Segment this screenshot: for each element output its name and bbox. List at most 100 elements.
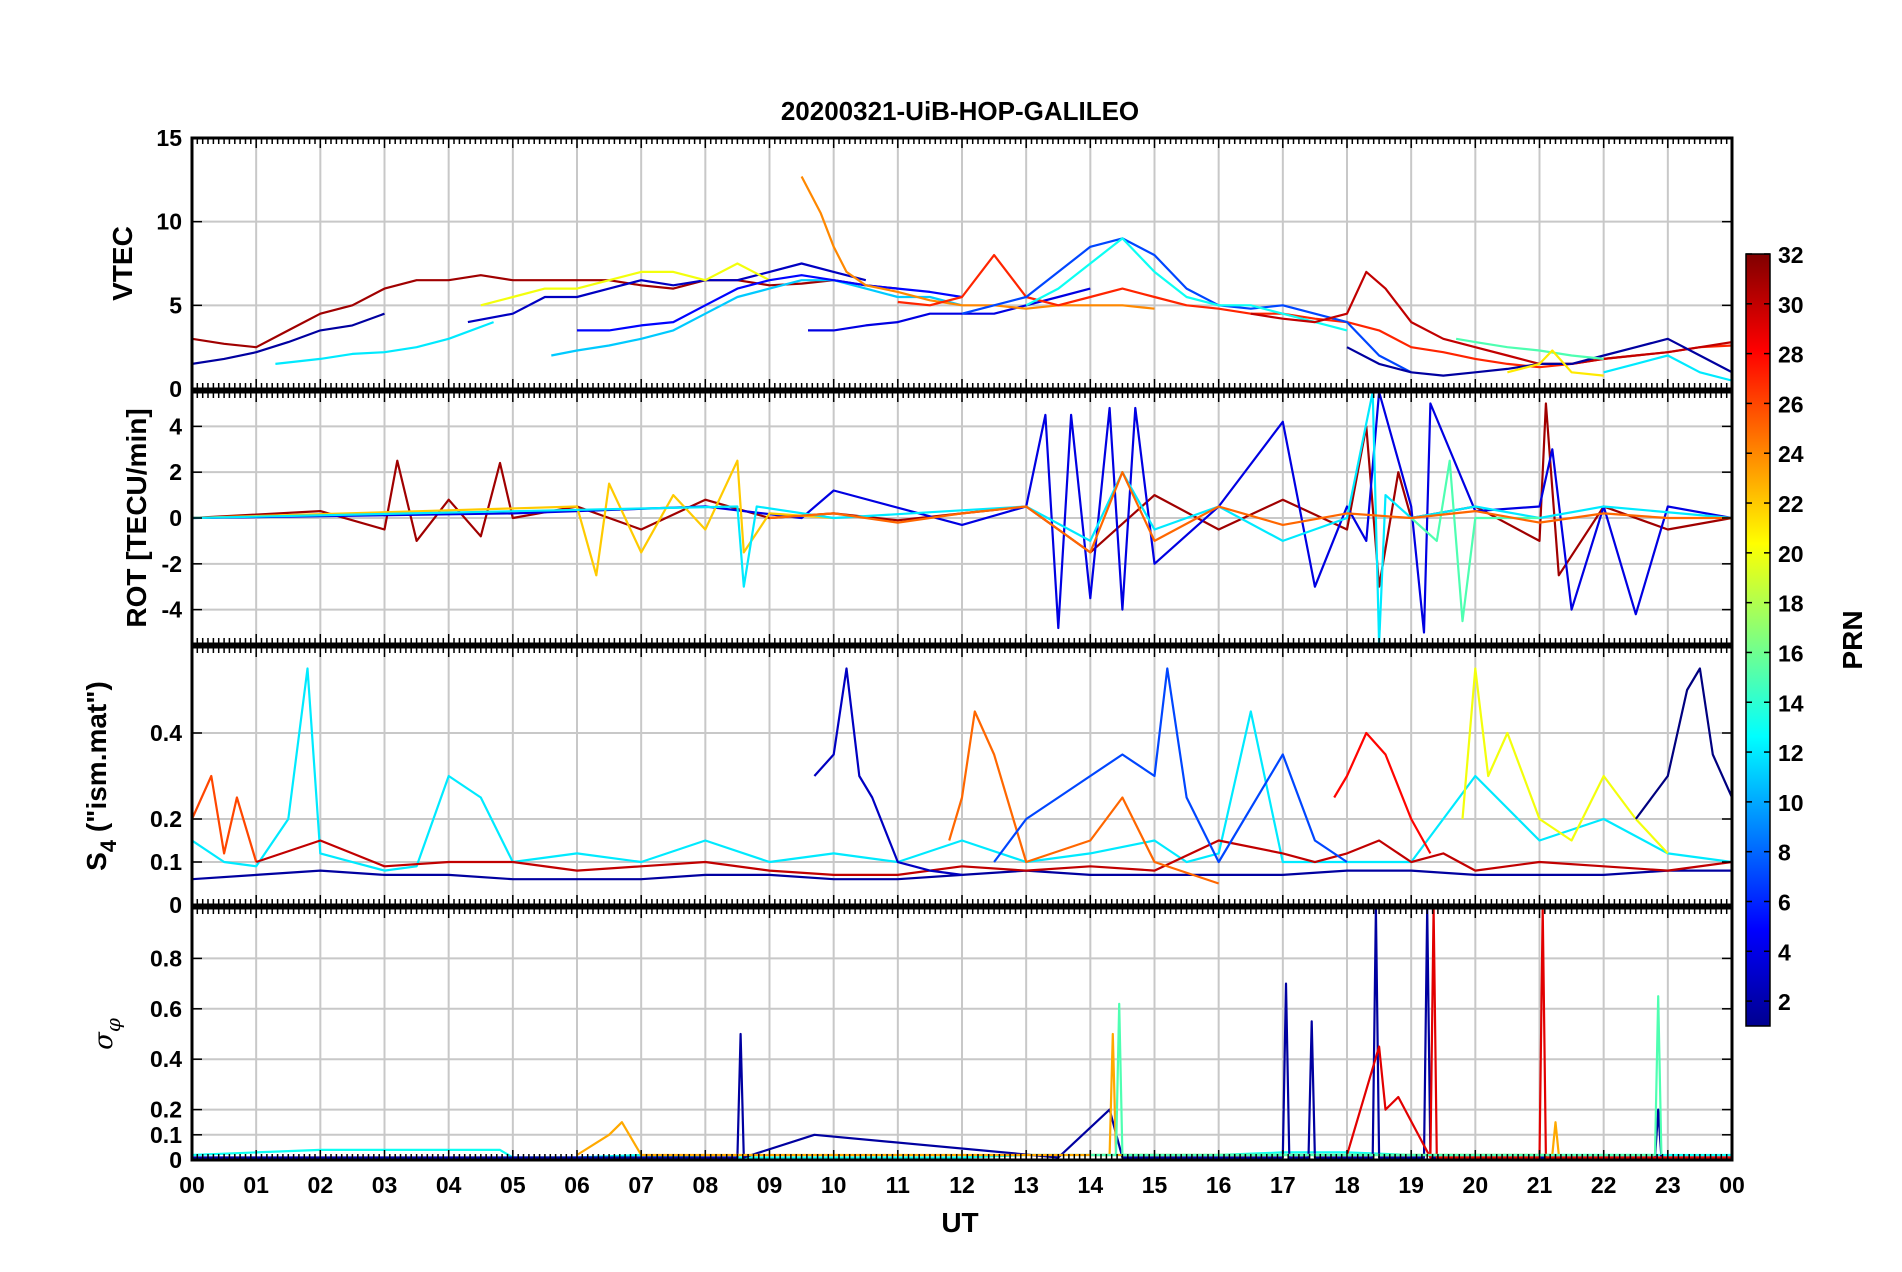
x-tick-label: 19 [1398, 1172, 1424, 1198]
rot-ylabel: ROT [TECU/min] [121, 408, 152, 627]
vtec-series-prn-21 [1507, 349, 1604, 377]
vtec-ytick-label: 0 [169, 376, 182, 402]
colorbar-label: PRN [1837, 610, 1868, 669]
s4-ytick-label: 0.1 [150, 849, 182, 875]
rot-series-prn-25 [769, 471, 1732, 554]
sigma_phi-ytick-label: 0.2 [150, 1097, 182, 1123]
colorbar-tick-label: 24 [1778, 441, 1804, 467]
x-tick-label: 15 [1142, 1172, 1168, 1198]
x-tick-label: 06 [564, 1172, 590, 1198]
x-tick-label: 16 [1206, 1172, 1232, 1198]
x-axis-label: UT [941, 1207, 978, 1238]
sigma_phi-ytick-label: 0.6 [150, 996, 182, 1022]
panel-vtec: 0 5 10 15 VTEC [107, 125, 1734, 402]
sigma_phi-ytick-label: 0.4 [150, 1046, 182, 1072]
sigma-label-sub: φ [101, 1018, 125, 1032]
rot-series-prn-15 [1410, 459, 1540, 623]
s4-series-prn-25 [948, 710, 1220, 885]
colorbar-tick-label: 26 [1778, 391, 1804, 417]
s4-label-rest: ("ism.mat") [81, 681, 112, 840]
vtec-series-prn-11 [551, 279, 963, 357]
vtec-series-prn-24 [800, 175, 1155, 310]
sigma_phi-frame [190, 906, 1734, 1162]
x-tick-label: 02 [308, 1172, 334, 1198]
panel-rot: -4 -2 0 2 4 ROT [TECU/min] [121, 390, 1734, 646]
x-tick-label: 13 [1013, 1172, 1039, 1198]
colorbar-gradient [1745, 253, 1771, 1027]
rot-series-prn-4 [192, 392, 1732, 634]
rot-ytick-label: -4 [162, 597, 183, 623]
x-tick-label: 22 [1591, 1172, 1617, 1198]
vtec-series-prn-13 [1025, 237, 1348, 332]
s4-label-s: S [81, 852, 112, 871]
vtec-series-prn-12 [1603, 354, 1732, 382]
chart-title: 20200321-UiB-HOP-GALILEO [781, 96, 1139, 126]
colorbar-tick-label: 6 [1778, 889, 1791, 915]
colorbar-tick-label: 16 [1778, 640, 1804, 666]
colorbar-tick-label: 4 [1778, 939, 1791, 965]
rot-ytick-label: 0 [169, 505, 182, 531]
vtec-series-prn-20 [480, 262, 771, 307]
x-tick-label: 01 [243, 1172, 269, 1198]
s4-series-prn-26 [192, 774, 258, 863]
s4-series-prn-30 [255, 839, 1732, 877]
sigma_phi-ytick-label: 0.1 [150, 1122, 182, 1148]
vtec-ytick-label: 10 [156, 209, 182, 235]
vtec-series-prn-2 [192, 312, 385, 365]
s4-ylabel: S4 ("ism.mat") [81, 681, 121, 871]
s4-series-group [192, 667, 1732, 885]
panel-sigma_phi: 00.10.2 0.4 0.6 0.8 σφ [89, 906, 1734, 1173]
colorbar-tick-label: 12 [1778, 740, 1804, 766]
x-tick-label: 00 [1719, 1172, 1745, 1198]
x-tick-label: 10 [821, 1172, 847, 1198]
colorbar-tick-label: 32 [1778, 242, 1804, 268]
rot-frame [190, 390, 1734, 646]
x-tick-label: 20 [1463, 1172, 1489, 1198]
colorbar-tick-label: 18 [1778, 591, 1804, 617]
x-tick-label: 21 [1527, 1172, 1553, 1198]
colorbar-tick-label: 30 [1778, 292, 1804, 318]
x-tick-label: 18 [1334, 1172, 1360, 1198]
rot-ytick-label: 2 [169, 459, 182, 485]
x-tick-label: 05 [500, 1172, 526, 1198]
x-tick-label: 04 [436, 1172, 462, 1198]
vtec-series-prn-30 [1250, 270, 1732, 365]
x-tick-label: 14 [1078, 1172, 1104, 1198]
rot-ytick-label: 4 [169, 413, 182, 439]
s4-ytick-label: 0.2 [150, 806, 182, 832]
x-tick-label: 23 [1655, 1172, 1681, 1198]
s4-series-prn-7 [993, 667, 1348, 864]
x-tick-labels: 00 01 02 03 04 05 06 07 08 09 10 11 12 13 14 15 16 17 18 19… [179, 1172, 1745, 1198]
s4-series-prn-20 [1461, 667, 1669, 855]
sigma_phi-ytick-label: 0.8 [150, 945, 182, 971]
x-tick-label: 03 [372, 1172, 398, 1198]
vtec-frame [190, 136, 1734, 391]
x-tick-label: 17 [1270, 1172, 1296, 1198]
s4-ytick-label: 0.4 [150, 720, 182, 746]
sigma_phi-ytick-label: 0 [169, 1147, 182, 1173]
colorbar-tick-label: 10 [1778, 790, 1804, 816]
colorbar-tick-label: 2 [1778, 989, 1791, 1015]
colorbar-tick-label: 14 [1778, 690, 1804, 716]
s4-ytick-label: 0 [169, 892, 182, 918]
vtec-ytick-label: 15 [156, 125, 182, 151]
vtec-series-prn-15 [1455, 337, 1604, 360]
rot-series-group [192, 392, 1732, 644]
vtec-series-prn-5 [577, 274, 963, 332]
x-tick-label: 12 [949, 1172, 975, 1198]
sigma_phi-series-prn-29 [1345, 908, 1732, 1159]
vtec-series-prn-3 [467, 262, 867, 324]
vtec-series-group [192, 175, 1732, 382]
sigma-label-sigma: σ [89, 1031, 119, 1050]
colorbar-tick-label: 28 [1778, 342, 1804, 368]
x-tick-label: 07 [628, 1172, 654, 1198]
colorbar-tick-label: 22 [1778, 491, 1804, 517]
vtec-ytick-label: 5 [169, 292, 182, 318]
panel-s4: 0 0.1 0.2 0.4 S4 ("ism.mat") [81, 645, 1734, 918]
s4-series-prn-3 [813, 667, 963, 876]
s4-series-prn-12 [192, 667, 1732, 872]
s4-series-prn-1 [1634, 667, 1732, 820]
